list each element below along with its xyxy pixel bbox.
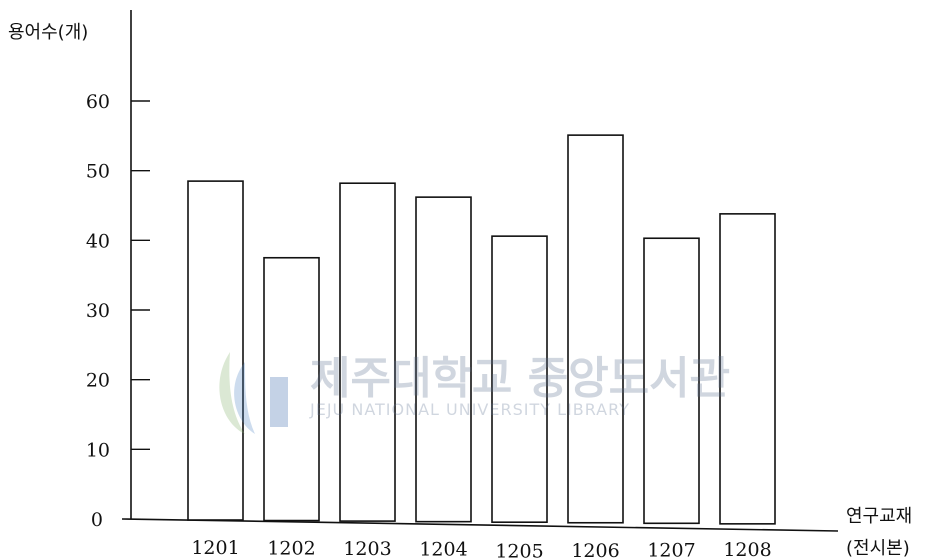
y-ticks: 0 10 20 30 40 50 60 — [86, 91, 150, 531]
library-watermark: 제주대학교 중앙도서관 JEJU NATIONAL UNIVERSITY LIB… — [200, 342, 730, 446]
watermark-english: JEJU NATIONAL UNIVERSITY LIBRARY — [310, 400, 630, 419]
x-tick-label: 1203 — [343, 538, 391, 560]
x-tick-label: 1202 — [267, 538, 315, 560]
bar — [567, 134, 624, 524]
y-tick-label: 60 — [86, 91, 110, 113]
bar — [187, 180, 244, 521]
bar — [491, 235, 548, 523]
x-tick-label: 1207 — [647, 540, 695, 560]
axes — [121, 10, 839, 532]
bars — [187, 134, 776, 525]
x-tick-labels: 1201 1202 1203 1204 1205 1206 1207 1208 — [191, 537, 771, 560]
bar — [719, 213, 776, 525]
y-tick-label: 20 — [86, 370, 110, 392]
watermark-korean: 제주대학교 중앙도서관 — [310, 353, 731, 404]
x-tick-label: 1206 — [571, 540, 619, 560]
bar — [643, 237, 700, 525]
y-tick-label: 0 — [91, 509, 103, 531]
y-tick-label: 50 — [86, 161, 110, 183]
y-tick-label: 30 — [86, 300, 110, 322]
x-tick-label: 1205 — [495, 541, 543, 560]
x-tick-label: 1201 — [191, 537, 239, 559]
y-tick-label: 40 — [86, 230, 110, 252]
y-axis-label: 용어수(개) — [8, 22, 89, 43]
x-axis-label: 연구교재 — [846, 506, 913, 527]
bar — [415, 196, 472, 523]
x-tick-label: 1204 — [419, 539, 467, 560]
bar — [339, 182, 396, 522]
x-tick-label: 1208 — [723, 539, 771, 560]
library-logo-icon — [219, 352, 288, 434]
x-axis-sublabel: (전시본) — [846, 538, 910, 559]
x-axis-line — [121, 518, 839, 532]
bar — [263, 256, 320, 522]
y-tick-label: 10 — [86, 439, 110, 461]
